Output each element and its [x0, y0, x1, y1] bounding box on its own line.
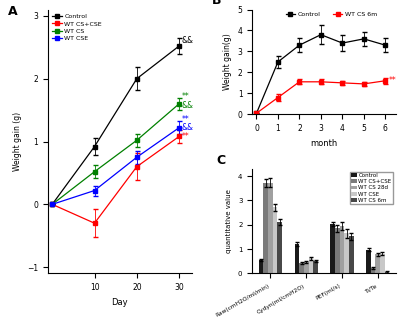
Bar: [376, 254, 380, 273]
Text: B: B: [212, 0, 222, 7]
Legend: Control, WT CS+CSE, WT CS, WT CSE: Control, WT CS+CSE, WT CS, WT CSE: [51, 13, 103, 42]
Bar: [259, 260, 263, 273]
Text: &&: &&: [181, 123, 193, 132]
Bar: [304, 262, 308, 273]
Bar: [299, 263, 304, 273]
Bar: [340, 226, 344, 273]
Y-axis label: Weight gain(g): Weight gain(g): [223, 33, 232, 90]
X-axis label: Day: Day: [112, 298, 128, 307]
Text: **: **: [388, 76, 396, 85]
Text: &&: &&: [181, 37, 193, 45]
Bar: [294, 244, 299, 273]
Bar: [308, 259, 313, 273]
Bar: [371, 268, 376, 273]
Text: C: C: [216, 154, 225, 167]
Text: **: **: [181, 92, 189, 101]
Y-axis label: Weight gain (g): Weight gain (g): [12, 112, 22, 171]
Bar: [344, 233, 349, 273]
Text: **: **: [181, 132, 189, 141]
Text: &&: &&: [181, 100, 193, 110]
Text: **: **: [181, 115, 189, 124]
Bar: [349, 237, 354, 273]
Bar: [385, 272, 390, 273]
Text: A: A: [8, 5, 17, 18]
Bar: [263, 183, 268, 273]
Legend: Control, WT CS+CSE, WT CS 28d, WT CSE, WT CS 6m: Control, WT CS+CSE, WT CS 28d, WT CSE, W…: [350, 171, 393, 204]
Bar: [277, 222, 282, 273]
Y-axis label: quantitative value: quantitative value: [226, 189, 232, 253]
Bar: [273, 207, 277, 273]
Bar: [268, 183, 273, 273]
Bar: [313, 261, 318, 273]
Legend: Control, WT CS 6m: Control, WT CS 6m: [284, 10, 378, 18]
Bar: [330, 224, 335, 273]
X-axis label: month: month: [310, 139, 338, 148]
Bar: [366, 250, 371, 273]
Bar: [380, 253, 385, 273]
Bar: [335, 228, 340, 273]
